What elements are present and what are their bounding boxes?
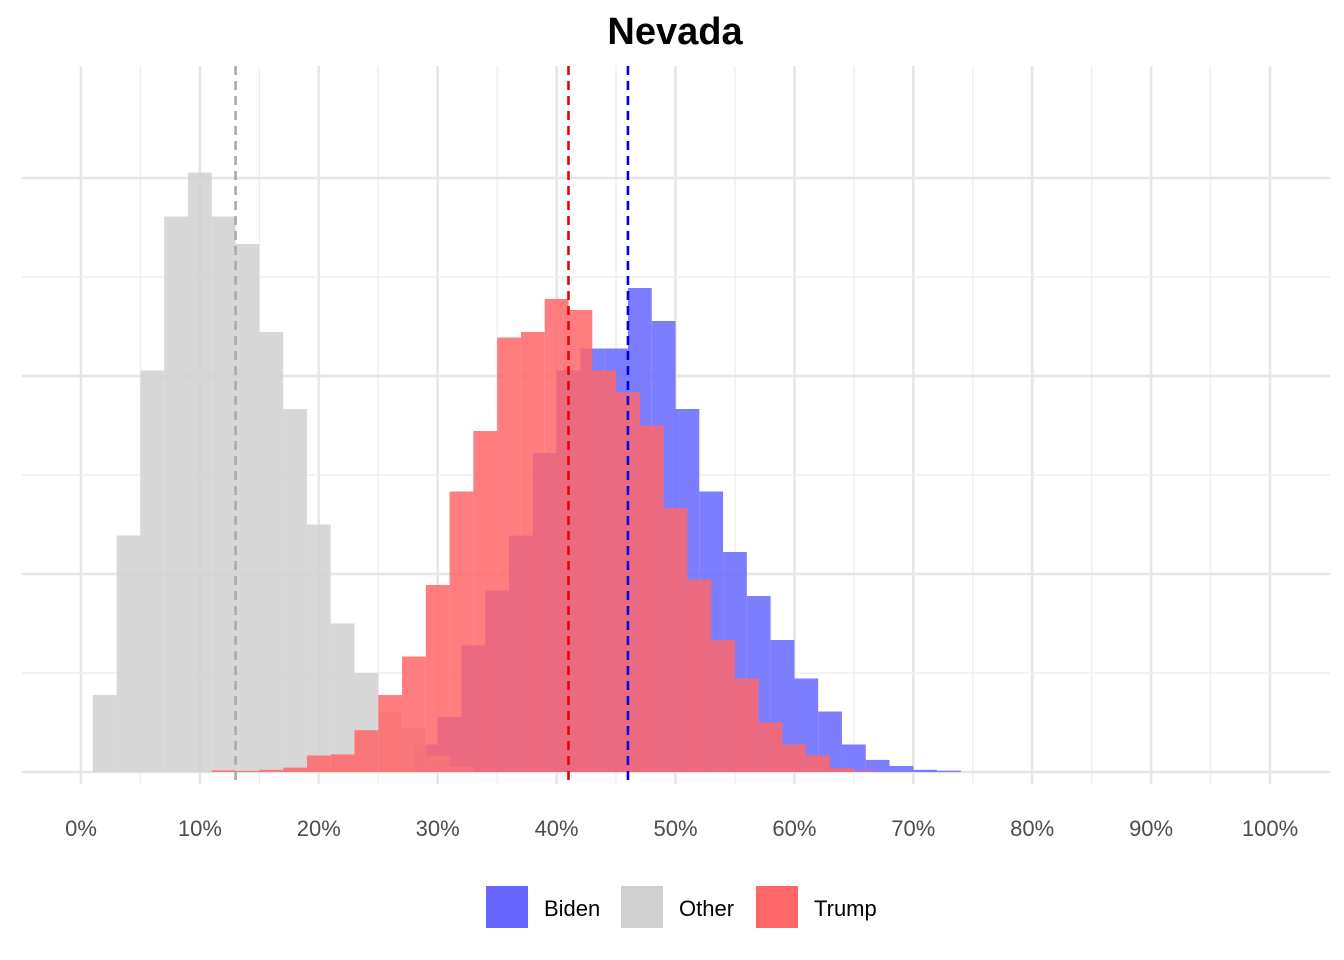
histogram-bar-other — [235, 244, 260, 772]
x-tick-label: 60% — [772, 816, 816, 841]
histogram-bar-trump — [734, 678, 759, 772]
histogram-bar-trump — [568, 310, 593, 772]
histogram-bar-trump — [639, 425, 664, 772]
x-tick-label: 90% — [1129, 816, 1173, 841]
x-tick-label: 80% — [1010, 816, 1054, 841]
histogram-bar-other — [116, 535, 141, 772]
x-tick-label: 50% — [653, 816, 697, 841]
histogram-bar-other — [330, 623, 355, 772]
histogram-bar-trump — [378, 695, 403, 772]
histogram-bar-other — [259, 332, 284, 772]
histogram-bar-trump — [330, 754, 355, 772]
histogram-bar-other — [306, 524, 331, 772]
x-tick-label: 40% — [535, 816, 579, 841]
histogram-bar-trump — [354, 730, 379, 772]
histogram-bar-other — [92, 695, 117, 772]
histogram-bar-trump — [306, 755, 331, 772]
chart-title: Nevada — [607, 11, 743, 53]
x-tick-label: 70% — [891, 816, 935, 841]
histogram-bar-trump — [782, 744, 807, 772]
histogram-bars — [92, 172, 961, 772]
histogram-bar-biden — [889, 765, 914, 772]
histogram-bar-trump — [497, 337, 521, 772]
histogram-bar-trump — [259, 769, 284, 772]
histogram-bar-trump — [711, 640, 735, 772]
histogram-bar-trump — [806, 755, 831, 772]
histogram-bar-trump — [758, 722, 783, 772]
histogram-bar-other — [283, 409, 307, 772]
legend-label: Other — [679, 896, 734, 921]
histogram-bar-biden — [937, 770, 961, 772]
x-tick-label: 30% — [416, 816, 460, 841]
histogram-bar-other — [211, 216, 236, 772]
histogram-bar-trump — [520, 332, 545, 772]
histogram-bar-trump — [544, 299, 569, 772]
legend-item-trump: Trump — [756, 886, 877, 928]
legend-label: Biden — [544, 896, 600, 921]
legend-item-biden: Biden — [486, 886, 600, 928]
histogram-bar-trump — [449, 491, 474, 772]
histogram-bar-trump — [853, 770, 878, 772]
histogram-bar-biden — [841, 744, 866, 772]
series-trump — [211, 299, 878, 772]
legend-label: Trump — [814, 896, 877, 921]
legend-swatch — [756, 886, 798, 928]
histogram-bar-trump — [592, 370, 617, 772]
x-tick-label: 20% — [297, 816, 341, 841]
x-tick-label: 0% — [65, 816, 97, 841]
histogram-bar-trump — [663, 508, 688, 772]
histogram-bar-other — [164, 216, 189, 772]
histogram-bar-trump — [283, 767, 307, 772]
histogram-bar-trump — [830, 768, 854, 772]
histogram-bar-trump — [402, 656, 426, 772]
legend-swatch — [486, 886, 528, 928]
histogram-bar-trump — [473, 431, 498, 772]
x-axis: 0% 10% 20% 30% 40% 50% 60% 70% 80% 90% 100% — [65, 816, 1298, 841]
histogram-bar-other — [140, 370, 165, 772]
legend-swatch — [621, 886, 663, 928]
histogram-bar-biden — [865, 759, 890, 772]
histogram-bar-trump — [425, 585, 450, 772]
x-tick-label: 10% — [178, 816, 222, 841]
legend: Biden Other Trump — [486, 886, 877, 928]
histogram-bar-trump — [235, 770, 260, 772]
histogram-bar-trump — [211, 770, 236, 772]
histogram-bar-biden — [913, 769, 938, 772]
x-tick-label: 100% — [1242, 816, 1298, 841]
histogram-bar-trump — [687, 579, 712, 772]
legend-item-other: Other — [621, 886, 734, 928]
histogram-bar-other — [188, 172, 212, 772]
